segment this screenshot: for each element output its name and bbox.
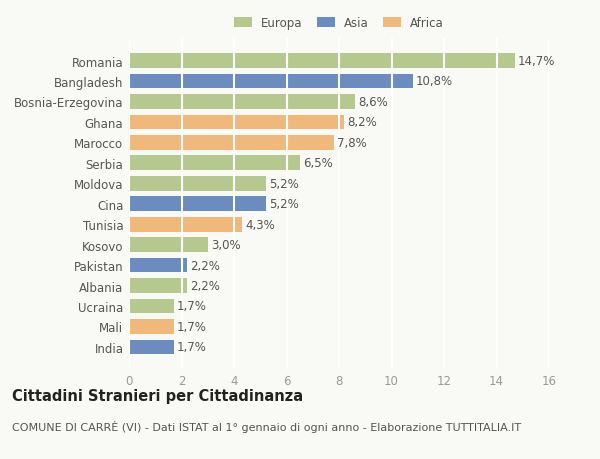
Text: COMUNE DI CARRÈ (VI) - Dati ISTAT al 1° gennaio di ogni anno - Elaborazione TUTT: COMUNE DI CARRÈ (VI) - Dati ISTAT al 1° …	[12, 420, 521, 432]
Text: 7,8%: 7,8%	[337, 136, 367, 150]
Text: 2,2%: 2,2%	[190, 280, 220, 292]
Text: 14,7%: 14,7%	[518, 55, 556, 68]
Bar	[129, 238, 208, 252]
Text: 3,0%: 3,0%	[211, 239, 241, 252]
Text: 5,2%: 5,2%	[269, 198, 298, 211]
Bar	[129, 156, 299, 171]
Bar	[129, 54, 515, 69]
Text: 2,2%: 2,2%	[190, 259, 220, 272]
Text: 1,7%: 1,7%	[177, 341, 206, 353]
Text: 1,7%: 1,7%	[177, 320, 206, 333]
Bar	[129, 340, 173, 354]
Bar	[129, 95, 355, 110]
Bar	[129, 197, 265, 212]
Bar	[129, 258, 187, 273]
Bar	[129, 177, 265, 191]
Bar	[129, 136, 334, 151]
Text: 8,2%: 8,2%	[347, 116, 377, 129]
Text: 8,6%: 8,6%	[358, 96, 388, 109]
Bar	[129, 115, 344, 130]
Text: 1,7%: 1,7%	[177, 300, 206, 313]
Bar	[129, 319, 173, 334]
Legend: Europa, Asia, Africa: Europa, Asia, Africa	[234, 17, 444, 30]
Text: Cittadini Stranieri per Cittadinanza: Cittadini Stranieri per Cittadinanza	[12, 388, 303, 403]
Text: 5,2%: 5,2%	[269, 177, 298, 190]
Bar	[129, 299, 173, 313]
Text: 4,3%: 4,3%	[245, 218, 275, 231]
Bar	[129, 279, 187, 293]
Text: 10,8%: 10,8%	[416, 75, 453, 88]
Bar	[129, 217, 242, 232]
Bar	[129, 74, 413, 89]
Text: 6,5%: 6,5%	[303, 157, 332, 170]
